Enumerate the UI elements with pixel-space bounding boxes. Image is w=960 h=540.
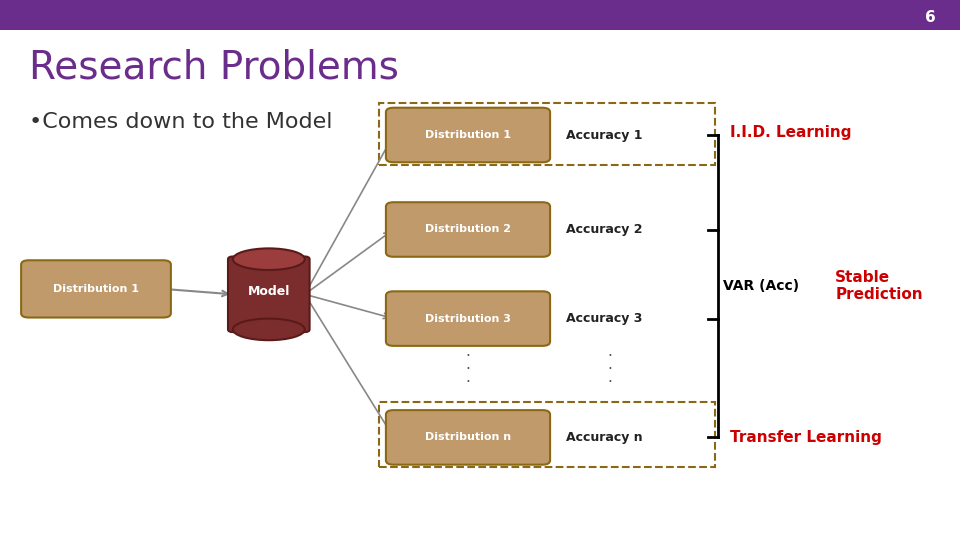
Ellipse shape bbox=[233, 319, 305, 340]
Text: Distribution 1: Distribution 1 bbox=[53, 284, 139, 294]
FancyBboxPatch shape bbox=[386, 202, 550, 257]
Text: Distribution 3: Distribution 3 bbox=[425, 314, 511, 323]
Text: •Comes down to the Model: •Comes down to the Model bbox=[29, 111, 332, 132]
Text: Distribution n: Distribution n bbox=[425, 433, 511, 442]
FancyBboxPatch shape bbox=[0, 0, 960, 30]
FancyBboxPatch shape bbox=[386, 108, 550, 162]
Text: Distribution 1: Distribution 1 bbox=[425, 130, 511, 140]
Text: Model: Model bbox=[248, 285, 290, 298]
FancyBboxPatch shape bbox=[21, 260, 171, 318]
Text: Accuracy 3: Accuracy 3 bbox=[566, 312, 643, 325]
Text: VAR (Acc): VAR (Acc) bbox=[723, 279, 799, 293]
Text: Research Problems: Research Problems bbox=[29, 49, 398, 86]
Text: Accuracy 2: Accuracy 2 bbox=[566, 223, 643, 236]
Text: Transfer Learning: Transfer Learning bbox=[730, 430, 881, 445]
FancyBboxPatch shape bbox=[386, 292, 550, 346]
Text: Stable
Prediction: Stable Prediction bbox=[835, 270, 923, 302]
FancyBboxPatch shape bbox=[228, 256, 309, 332]
Text: Distribution 2: Distribution 2 bbox=[425, 225, 511, 234]
Text: .
.
.: . . . bbox=[466, 345, 470, 384]
Text: .
.
.: . . . bbox=[607, 345, 612, 384]
Text: 6: 6 bbox=[925, 10, 936, 25]
Text: Accuracy 1: Accuracy 1 bbox=[566, 129, 643, 141]
Text: Accuracy n: Accuracy n bbox=[566, 431, 643, 444]
FancyBboxPatch shape bbox=[386, 410, 550, 464]
Bar bbox=[379, 402, 715, 467]
Ellipse shape bbox=[233, 248, 305, 270]
Bar bbox=[379, 103, 715, 165]
Text: I.I.D. Learning: I.I.D. Learning bbox=[730, 125, 852, 140]
